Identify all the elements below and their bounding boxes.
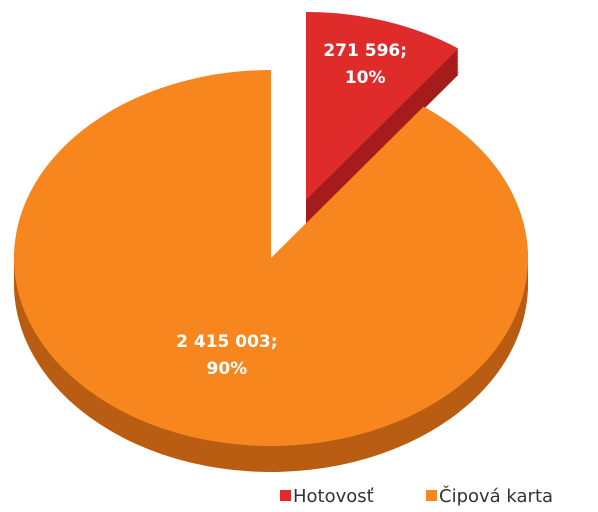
data-label: 271 596;: [323, 41, 407, 61]
percent-label: 10%: [345, 68, 386, 88]
legend-swatch: [280, 490, 291, 501]
legend-label: Čipová karta: [439, 485, 553, 507]
label-key: [159, 338, 168, 347]
slice: [306, 12, 459, 200]
legend-label: Hotovosť: [293, 486, 374, 507]
legend-swatch: [426, 490, 437, 501]
legend-box: [245, 478, 598, 512]
percent-label: 90%: [207, 359, 248, 379]
label-key: [307, 47, 316, 56]
data-label: 2 415 003;: [176, 332, 277, 352]
slice: [14, 70, 529, 446]
